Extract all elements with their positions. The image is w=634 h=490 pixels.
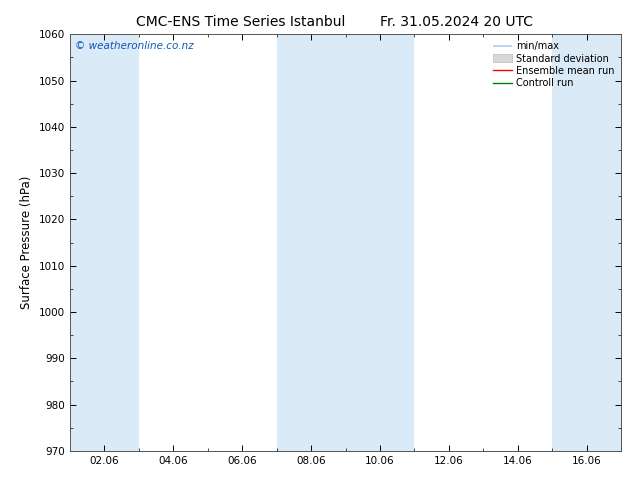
Y-axis label: Surface Pressure (hPa): Surface Pressure (hPa) xyxy=(20,176,33,309)
Bar xyxy=(346,34,415,451)
Bar xyxy=(70,34,139,451)
Text: © weatheronline.co.nz: © weatheronline.co.nz xyxy=(75,41,194,50)
Text: Fr. 31.05.2024 20 UTC: Fr. 31.05.2024 20 UTC xyxy=(380,15,533,29)
Bar xyxy=(276,34,346,451)
Bar xyxy=(552,34,621,451)
Text: CMC-ENS Time Series Istanbul: CMC-ENS Time Series Istanbul xyxy=(136,15,346,29)
Legend: min/max, Standard deviation, Ensemble mean run, Controll run: min/max, Standard deviation, Ensemble me… xyxy=(491,39,616,90)
